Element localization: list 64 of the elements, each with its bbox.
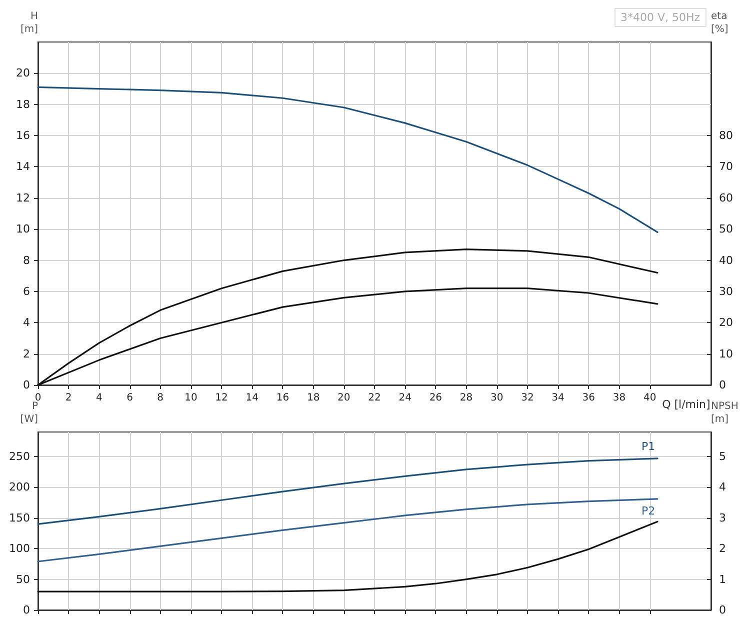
y2-tick-label: 2 <box>719 542 726 556</box>
series-label: P1 <box>641 440 656 453</box>
y-tick-label: 8 <box>23 254 30 267</box>
y2-tick-label: 70 <box>719 160 733 174</box>
x-tick-label: 28 <box>460 392 473 404</box>
line-series <box>37 86 658 234</box>
y-tick-label: 100 <box>9 542 30 556</box>
x-tick-label: 24 <box>398 392 412 404</box>
y2-tick-label: 60 <box>719 191 733 204</box>
y2-tick-label: 5 <box>719 450 726 464</box>
x-tick-label: 38 <box>612 392 626 404</box>
y-tick-label: 0 <box>23 604 30 616</box>
y-tick-label: 2 <box>23 347 30 360</box>
y-tick-label: 18 <box>16 98 30 111</box>
x-tick-label: 12 <box>215 392 228 404</box>
x-tick-label: 8 <box>157 392 164 404</box>
y2-tick-label: 30 <box>719 284 733 298</box>
y2-axis-title: eta [%] <box>711 11 728 35</box>
y-tick-label: 4 <box>23 316 30 330</box>
y-tick-label: 14 <box>16 160 30 174</box>
y-tick-label: 12 <box>16 191 30 204</box>
y2-tick-label: 40 <box>719 254 733 267</box>
y-tick-label: 50 <box>16 572 30 586</box>
y-tick-label: 16 <box>16 129 30 142</box>
y-axis-title: P [W] <box>20 401 38 425</box>
y-tick-label: 150 <box>9 511 30 524</box>
y2-tick-label: 3 <box>719 511 726 524</box>
line-series <box>37 458 658 525</box>
x-tick-label: 26 <box>429 392 442 404</box>
x-tick-label: 32 <box>521 392 534 404</box>
y-tick-label: 10 <box>16 222 30 236</box>
x-tick-label: 22 <box>368 392 381 404</box>
x-tick-label: 34 <box>552 392 564 404</box>
x-tick-label: 36 <box>582 392 596 404</box>
y-tick-label: 0 <box>23 378 30 392</box>
x-axis-title: Q [l/min] <box>662 398 710 411</box>
y-tick-label: 200 <box>9 480 30 494</box>
y2-tick-label: 4 <box>719 480 726 494</box>
series-label: P2 <box>641 504 656 518</box>
x-tick-label: 2 <box>65 392 72 404</box>
y2-tick-label: 80 <box>719 129 733 142</box>
x-tick-label: 20 <box>338 392 350 404</box>
y-tick-label: 250 <box>9 450 30 464</box>
x-tick-label: 18 <box>306 392 320 404</box>
x-tick-label: 40 <box>643 392 656 404</box>
y2-axis-title: NPSH [m] <box>711 401 738 425</box>
y2-tick-label: 0 <box>719 378 726 392</box>
x-tick-label: 16 <box>276 392 290 404</box>
x-tick-label: 14 <box>246 392 259 404</box>
y2-tick-label: 10 <box>719 347 733 360</box>
y2-tick-label: 20 <box>719 316 733 330</box>
y-tick-label: 20 <box>16 66 30 80</box>
y2-tick-label: 0 <box>719 604 726 616</box>
y2-tick-label: 50 <box>719 222 733 236</box>
y-axis-title: H [m] <box>20 11 38 35</box>
line-series <box>37 498 658 562</box>
x-tick-label: 4 <box>96 392 102 404</box>
x-tick-label: 10 <box>184 392 198 404</box>
x-tick-label: 30 <box>490 392 504 404</box>
line-series <box>37 520 658 592</box>
x-tick-label: 6 <box>126 392 133 404</box>
chart-title: 3*400 V, 50Hz <box>620 11 700 24</box>
y-tick-label: 6 <box>23 284 30 298</box>
y2-tick-label: 1 <box>719 572 726 586</box>
